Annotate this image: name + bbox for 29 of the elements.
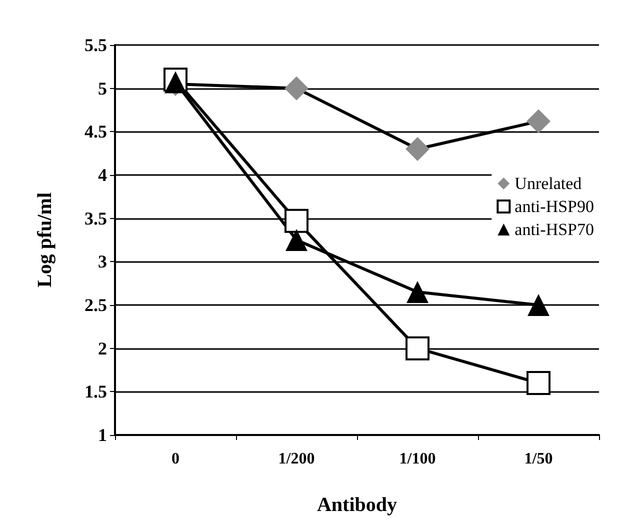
y-tick-label: 3.5	[84, 208, 107, 228]
point	[406, 137, 430, 161]
x-tick-label: 1/100	[399, 450, 436, 468]
point	[528, 294, 550, 316]
point	[526, 109, 550, 134]
legend-label: Unrelated	[514, 174, 582, 193]
y-tick-label: 4	[98, 165, 107, 185]
y-tick-label: 2.5	[84, 295, 107, 315]
x-tick-label: 1/200	[278, 450, 315, 468]
y-axis-title: Log pfu/ml	[34, 192, 56, 288]
point	[284, 76, 308, 100]
y-tick-label: 2	[98, 338, 107, 358]
y-tick-label: 1	[98, 425, 107, 445]
point	[286, 229, 308, 251]
y-tick-label: 4.5	[84, 122, 107, 142]
point	[406, 336, 430, 360]
point	[164, 71, 186, 94]
point	[284, 208, 308, 233]
y-tick-label: 5	[98, 78, 107, 98]
point	[526, 371, 550, 395]
x-tick-label: 1/50	[524, 450, 553, 468]
x-tick-label: 0	[172, 450, 180, 468]
y-tick-label: 5.5	[84, 35, 107, 55]
y-tick-label: 3	[98, 252, 107, 272]
y-tick-label: 1.5	[84, 382, 107, 402]
legend-label: anti-HSP70	[514, 220, 594, 239]
point	[406, 281, 428, 303]
x-axis-title: Antibody	[316, 494, 398, 516]
legend-label: anti-HSP90	[514, 197, 594, 216]
